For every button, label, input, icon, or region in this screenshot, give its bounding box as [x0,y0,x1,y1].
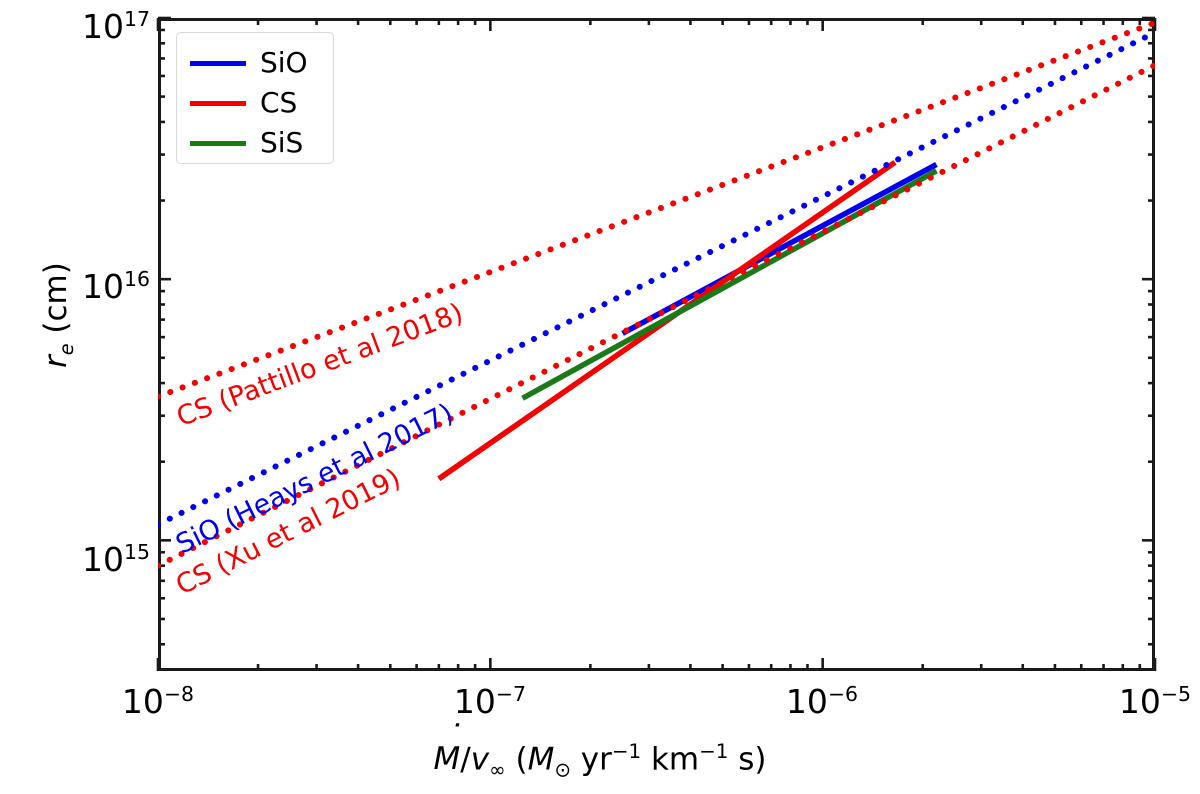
x-axis-label-km: km [641,741,700,778]
legend-entry-sio: SiO [177,43,333,83]
y-tick-mantissa: 10 [81,540,124,579]
y-tick-exponent: 17 [123,7,150,31]
y-tick-mantissa: 10 [81,267,124,306]
x-axis-label-s-close: s) [728,741,767,778]
x-axis-label-v: v [470,741,490,778]
legend-swatch-sis [190,140,246,146]
x-tick-mantissa: 10 [453,682,496,721]
legend-entry-cs: CS [177,83,333,123]
legend-label-sio: SiO [260,46,308,79]
legend-swatch-cs [190,100,246,106]
x-tick-mantissa: 10 [1118,682,1161,721]
y-tick-mantissa: 10 [81,7,124,46]
y-tick-label-1e15: 1015 [82,540,150,579]
x-axis-label-yr: yr [570,741,612,778]
x-tick-mantissa: 10 [121,682,164,721]
x-tick-exponent: −5 [1160,682,1192,706]
y-tick-label-1e17: 1017 [82,7,150,46]
x-tick-label-1e-7: 10−7 [454,682,526,721]
legend-swatch-sio [190,60,246,66]
x-tick-label-1e-8: 10−8 [122,682,194,721]
y-tick-label-1e16: 1016 [82,267,150,306]
x-tick-exponent: −7 [495,682,527,706]
legend-label-sis: SiS [260,126,304,159]
x-axis-label-msun: M [527,741,555,778]
y-tick-exponent: 16 [123,267,150,291]
series-line-sis [521,168,938,401]
y-tick-exponent: 15 [123,540,150,564]
x-axis-label-slash: / [460,741,471,778]
x-tick-exponent: −8 [163,682,195,706]
legend: SiO CS SiS [176,32,334,164]
x-tick-mantissa: 10 [785,682,828,721]
x-axis-label-km-exp: −1 [699,740,729,763]
x-axis-label-open: ( [505,741,528,778]
series-group [158,19,1155,569]
x-axis-label-msun-sub: ⊙ [554,758,571,782]
x-tick-label-1e-5: 10−5 [1119,682,1191,721]
x-tick-label-1e-6: 10−6 [786,682,858,721]
x-tick-exponent: −6 [827,682,859,706]
x-axis-label-vsub: ∞ [489,758,506,782]
tick-marks-group [156,16,1157,671]
series-line-sio-heays-et-al-2017 [158,29,1155,528]
x-axis-label-mdot: M [434,718,463,777]
x-axis-label: M/v∞ (M⊙ yr−1 km−1 s) [0,718,1200,782]
legend-label-cs: CS [260,86,298,119]
series-line-cs-xu-et-al-2019 [158,62,1155,569]
legend-entry-sis: SiS [177,123,333,163]
x-axis-label-yr-exp: −1 [611,740,642,763]
series-line-sio [621,162,938,336]
